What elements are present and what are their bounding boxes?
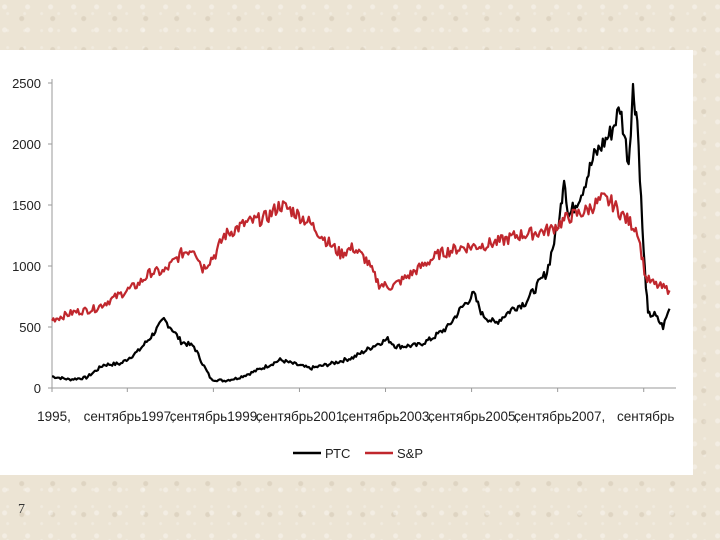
series-line-sp xyxy=(51,192,671,323)
legend: РТС S&P xyxy=(293,446,423,461)
series-layer xyxy=(51,82,671,383)
x-tick-label: сентябрь xyxy=(617,409,674,424)
x-tick-label: сентябрь2007, xyxy=(514,409,605,424)
y-tick-label: 0 xyxy=(34,381,41,396)
x-tick-label: сентябрь2003, xyxy=(342,409,433,424)
legend-label-sp: S&P xyxy=(397,446,423,461)
series-line-rts xyxy=(51,82,671,383)
x-axis-ticks: 1995, сентябрь1997,сентябрь1999,сентябрь2… xyxy=(37,388,674,424)
x-tick-label: сентябрь2005, xyxy=(428,409,519,424)
x-tick-label: 1995, xyxy=(37,409,71,424)
x-tick-label: сентябрь2001, xyxy=(256,409,347,424)
y-tick-label: 500 xyxy=(19,320,41,335)
page-number: 7 xyxy=(18,502,25,517)
y-tick-label: 2500 xyxy=(12,76,41,91)
x-tick-label: сентябрь1997, xyxy=(84,409,175,424)
chart-panel xyxy=(0,50,693,475)
plot-frame xyxy=(51,79,676,389)
legend-label-rts: РТС xyxy=(325,446,350,461)
y-axis-ticks: 0 500 1000 1500 2000 2500 xyxy=(12,76,52,396)
y-tick-label: 1000 xyxy=(12,259,41,274)
y-tick-label: 1500 xyxy=(12,198,41,213)
x-tick-label: сентябрь1999, xyxy=(170,409,261,424)
y-tick-label: 2000 xyxy=(12,137,41,152)
